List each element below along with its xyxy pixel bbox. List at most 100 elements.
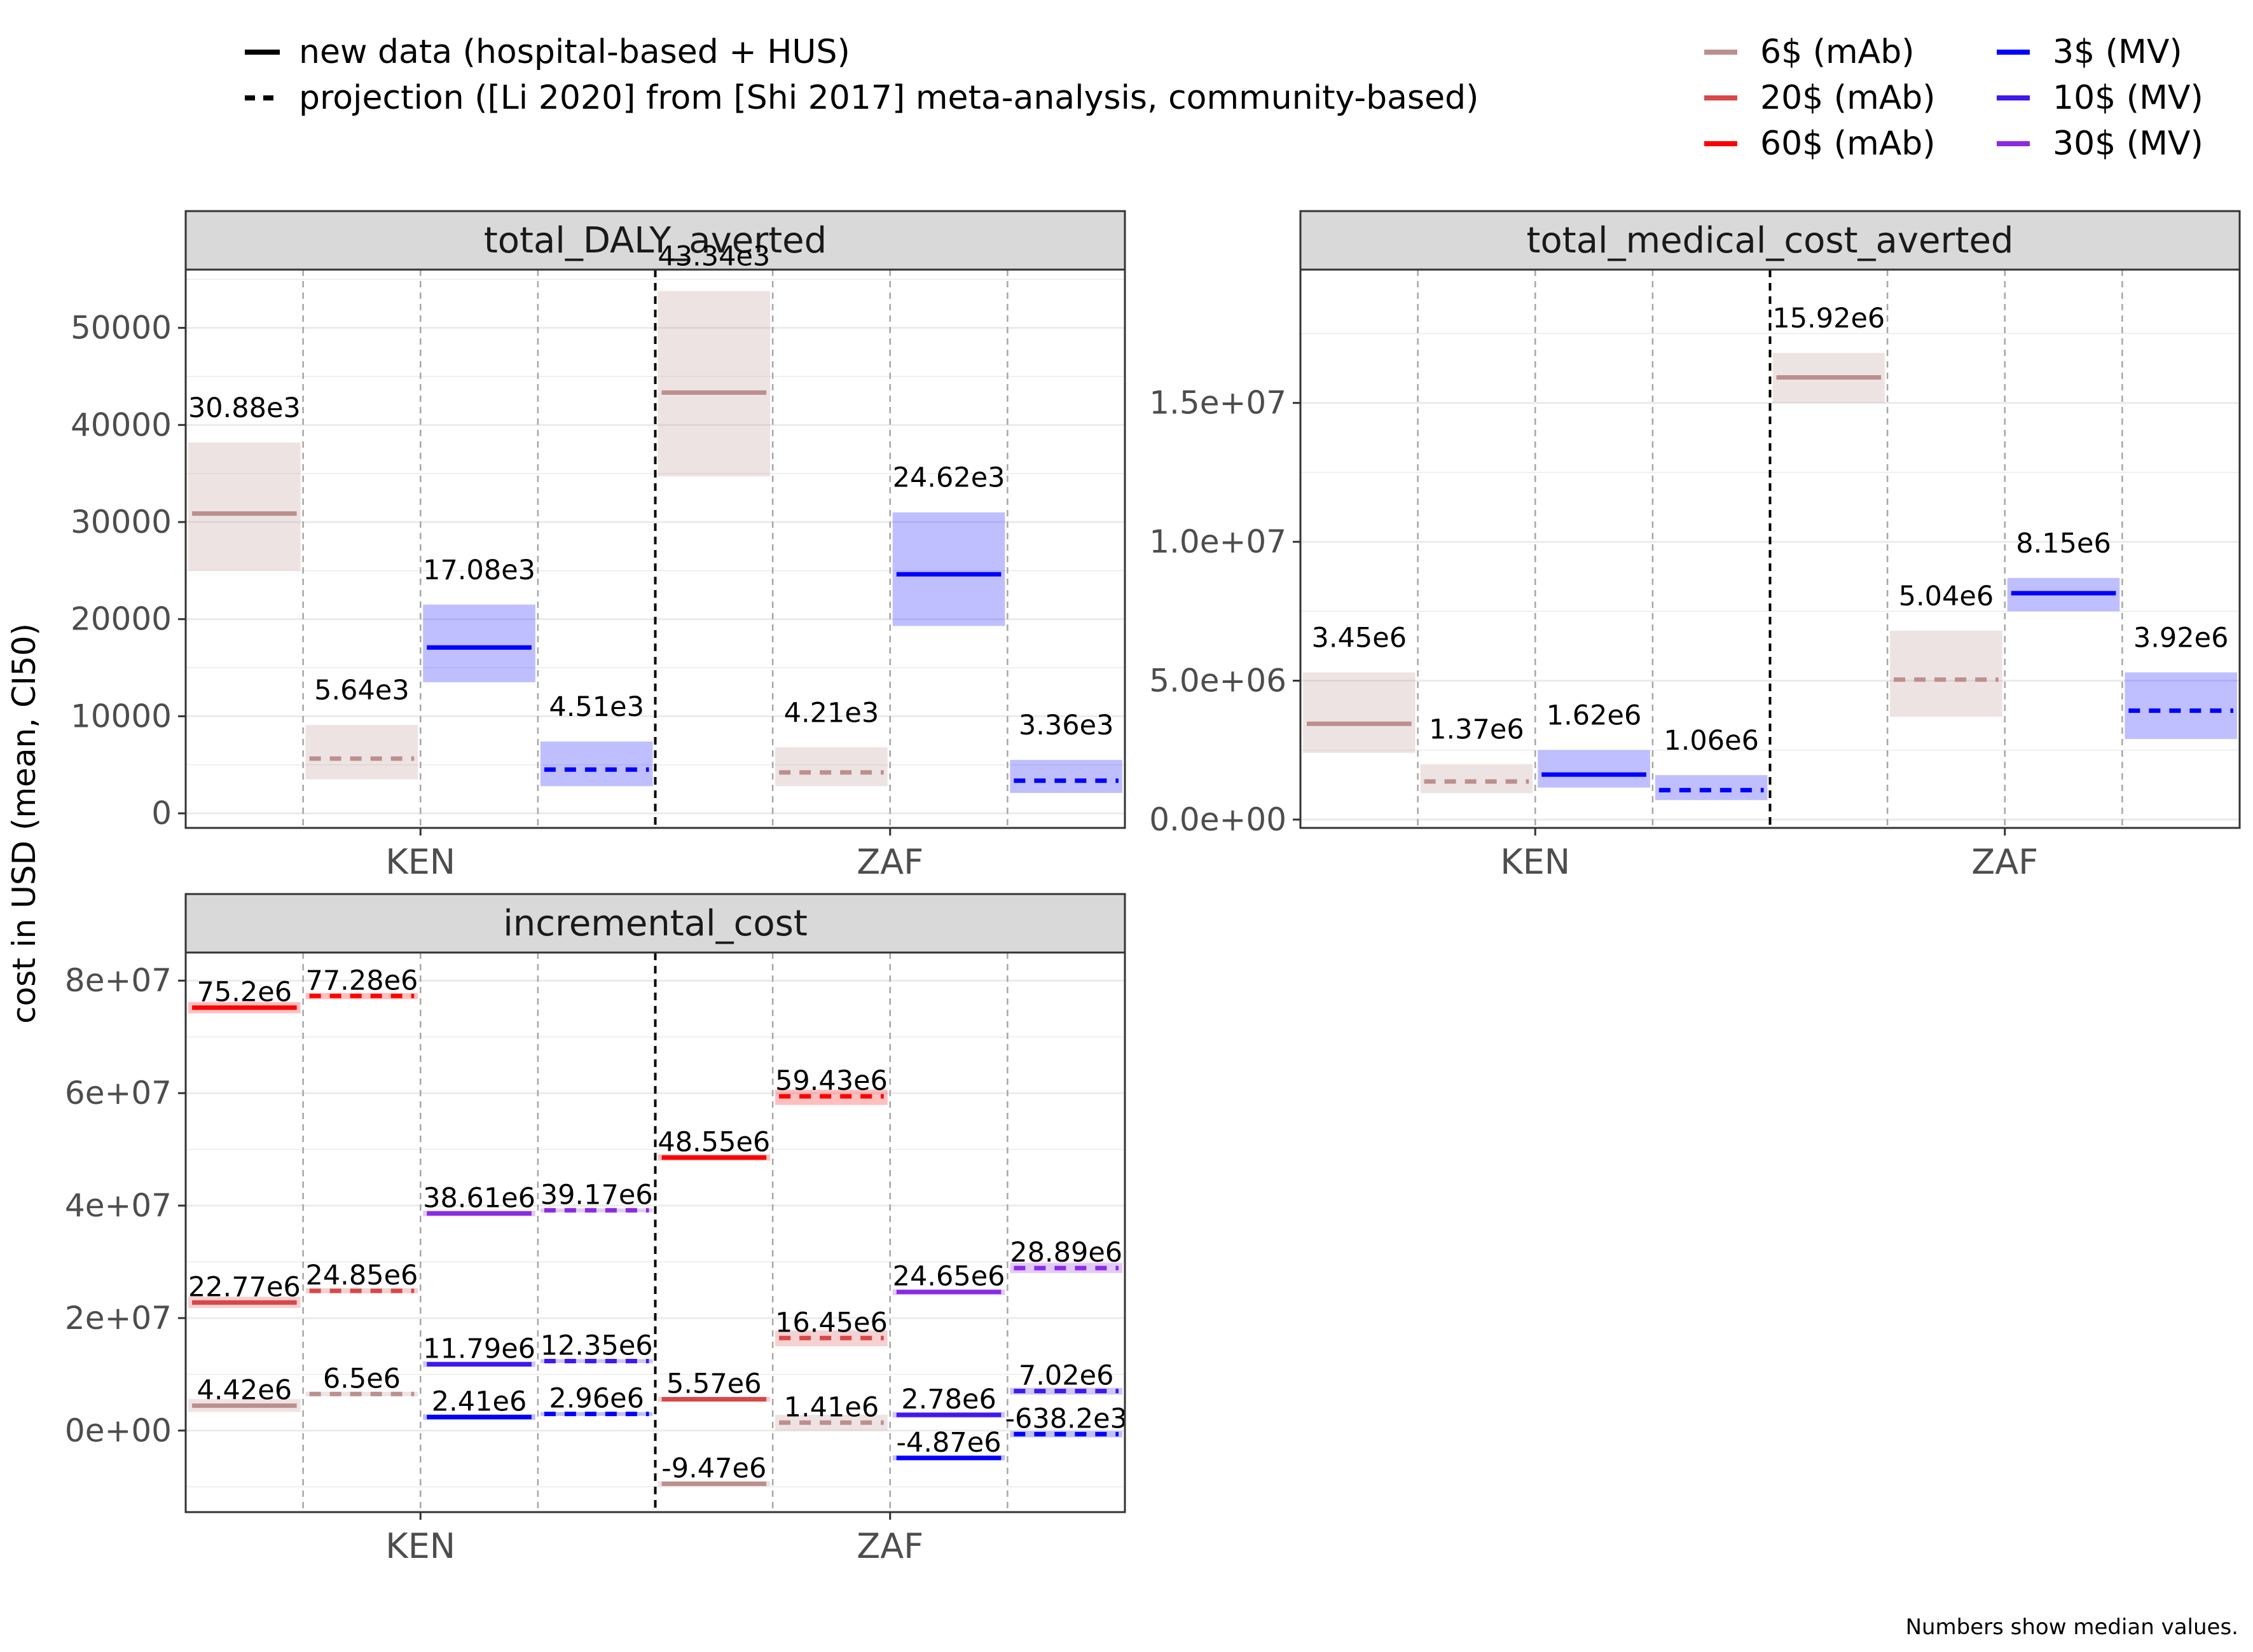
- crossbar-ken-30-mv-solid: 38.61e6: [423, 1182, 535, 1216]
- crossbar-zaf-3-mv-dashed: -638.2e3: [1005, 1403, 1127, 1438]
- median-label: 28.89e6: [1010, 1237, 1122, 1269]
- facet-panels: total_DALY_averted 30.88e3 5.64e3 17.08e3 4.…: [65, 210, 2241, 1566]
- median-label: 3.92e6: [2133, 622, 2229, 654]
- ci50-band: [658, 291, 771, 477]
- crossbar-zaf-10-mv-dashed: 7.02e6: [1010, 1360, 1122, 1395]
- ci50-band: [305, 993, 418, 1000]
- legend: new data (hospital-based + HUS) projectio…: [245, 33, 2203, 163]
- median-label: 2.41e6: [432, 1386, 527, 1417]
- crossbar-zaf-60-mab-solid: 48.55e6: [658, 1126, 770, 1161]
- median-label: 39.17e6: [541, 1179, 653, 1211]
- median-label: 24.65e6: [893, 1261, 1005, 1293]
- panel-total-daly-averted: total_DALY_averted 30.88e3 5.64e3 17.08e3 4.…: [71, 210, 1126, 882]
- panel-border: [1299, 268, 2241, 829]
- median-label: 4.21e3: [784, 697, 879, 729]
- median-label: 15.92e6: [1772, 303, 1885, 334]
- median-label: 3.45e6: [1312, 622, 1407, 654]
- crossbar-ken-3-mv-solid: 17.08e3: [423, 554, 535, 682]
- crossbar-ken-60-mab-solid: 75.2e6: [188, 977, 301, 1014]
- median-label: 16.45e6: [775, 1307, 888, 1339]
- ci50-band: [1010, 1263, 1122, 1274]
- ci50-band: [540, 1359, 653, 1363]
- crossbar-zaf-20-mab-dashed: 16.45e6: [775, 1307, 888, 1347]
- facet-strip: [1299, 210, 2241, 271]
- crossbar-zaf-30-mv-solid: 24.65e6: [893, 1261, 1005, 1295]
- crossbar-zaf-3-mv-solid: 8.15e6: [2007, 528, 2120, 612]
- median-label: 2.78e6: [901, 1384, 996, 1415]
- ci50-band: [775, 747, 888, 787]
- ci50-band: [1420, 764, 1533, 794]
- ci50-band: [2125, 672, 2237, 740]
- y-tick-label: 1.0e+07: [1149, 523, 1286, 560]
- median-label: 8.15e6: [2016, 528, 2111, 560]
- y-tick-label: 20000: [71, 601, 172, 638]
- crossbar-ken-6-mab-dashed: 5.64e3: [305, 675, 418, 780]
- median-label: 12.35e6: [541, 1330, 653, 1362]
- median-label: 1.37e6: [1429, 714, 1524, 746]
- y-tick-label: 1.5e+07: [1149, 385, 1286, 422]
- y-tick-label: 50000: [71, 310, 172, 347]
- y-tick-label: 5.0e+06: [1149, 662, 1286, 699]
- facet-title: incremental_cost: [503, 903, 808, 944]
- y-tick-label: 6e+07: [65, 1075, 172, 1112]
- median-label: 1.62e6: [1547, 700, 1642, 732]
- y-tick-label: 0.0e+00: [1149, 801, 1286, 838]
- crossbar-ken-30-mv-dashed: 39.17e6: [541, 1179, 653, 1213]
- x-tick-label: KEN: [385, 842, 455, 882]
- y-tick-label: 8e+07: [65, 962, 172, 999]
- median-label: 75.2e6: [197, 977, 293, 1008]
- median-label: -4.87e6: [897, 1427, 1002, 1459]
- median-label: 59.43e6: [775, 1065, 888, 1097]
- crossbar-zaf-30-mv-dashed: 28.89e6: [1010, 1237, 1122, 1274]
- crossbar-ken-3-mv-solid: 2.41e6: [423, 1386, 535, 1420]
- median-label: 48.55e6: [658, 1126, 770, 1158]
- panel-border: [184, 268, 1126, 829]
- crossbar-ken-3-mv-dashed: 1.06e6: [1655, 725, 1768, 801]
- legend-label-linetype: new data (hospital-based + HUS): [299, 33, 850, 71]
- crossbar-zaf-6-mab-dashed: 1.41e6: [775, 1391, 888, 1431]
- crossbar-ken-6-mab-solid: 4.42e6: [188, 1375, 301, 1412]
- ci50-band: [1303, 672, 1416, 754]
- y-tick-label: 10000: [71, 698, 172, 734]
- crossbar-ken-20-mab-solid: 22.77e6: [188, 1271, 301, 1308]
- crossbar-zaf-6-mab-solid: 43.34e3: [658, 241, 770, 477]
- crossbar-ken-10-mv-solid: 11.79e6: [423, 1333, 535, 1367]
- ci50-band: [1890, 630, 2002, 717]
- median-label: 77.28e6: [305, 965, 418, 996]
- median-label: 4.51e3: [549, 691, 644, 723]
- ci50-band: [423, 604, 535, 682]
- crossbar-ken-6-mab-dashed: 6.5e6: [305, 1363, 418, 1396]
- crossbar-zaf-3-mv-solid: 24.62e3: [893, 462, 1005, 626]
- y-tick-label: 4e+07: [65, 1187, 172, 1224]
- median-label: 38.61e6: [423, 1182, 535, 1214]
- median-label: 3.36e3: [1019, 710, 1114, 741]
- median-label: -9.47e6: [661, 1453, 766, 1485]
- crossbar-ken-3-mv-dashed: 2.96e6: [540, 1383, 653, 1417]
- y-tick-label: 40000: [71, 406, 172, 443]
- crossbar-zaf-20-mab-solid: 5.57e6: [658, 1368, 771, 1402]
- ci50-band: [188, 442, 301, 571]
- crossbar-zaf-6-mab-solid: 15.92e6: [1772, 303, 1885, 403]
- median-label: 43.34e3: [658, 241, 770, 273]
- crossbar-ken-20-mab-dashed: 24.85e6: [305, 1260, 418, 1293]
- plot-area: [186, 270, 1125, 828]
- median-label: 1.41e6: [784, 1391, 879, 1423]
- median-label: 1.06e6: [1664, 725, 1759, 757]
- ci50-band: [305, 1288, 418, 1293]
- ci50-band: [1655, 775, 1768, 801]
- facet-strip: [184, 893, 1126, 954]
- ci50-band: [1010, 760, 1122, 794]
- median-label: 7.02e6: [1019, 1360, 1114, 1392]
- crossbar-ken-3-mv-dashed: 4.51e3: [540, 691, 653, 787]
- crossbar-zaf-6-mab-solid: -9.47e6: [658, 1453, 771, 1487]
- crossbar-zaf-3-mv-solid: -4.87e6: [892, 1427, 1005, 1461]
- ci50-band: [1010, 1387, 1122, 1395]
- facet-title: total_DALY_averted: [484, 220, 827, 261]
- median-label: 30.88e3: [188, 392, 301, 424]
- y-tick-label: 0e+00: [65, 1412, 172, 1449]
- crossbar-ken-10-mv-dashed: 12.35e6: [540, 1330, 653, 1364]
- crossbar-ken-6-mab-dashed: 1.37e6: [1420, 714, 1533, 794]
- x-tick-label: KEN: [385, 1526, 455, 1566]
- crossbar-ken-6-mab-solid: 3.45e6: [1303, 622, 1416, 754]
- median-label: 11.79e6: [423, 1333, 535, 1365]
